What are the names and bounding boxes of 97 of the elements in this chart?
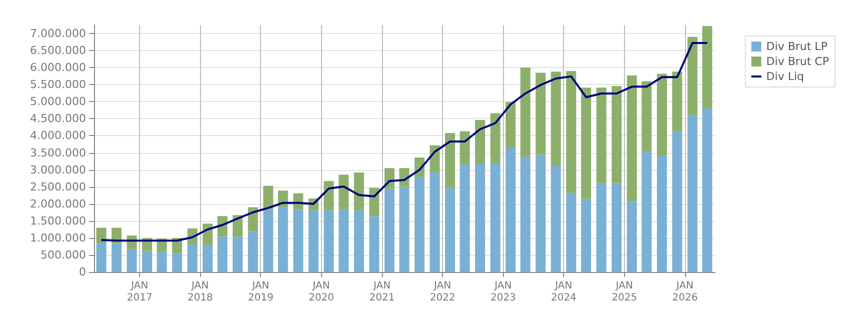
x-tick-label: JAN 2025	[612, 280, 638, 304]
bar	[656, 155, 667, 272]
bar	[263, 186, 274, 210]
legend-label: Div Brut CP	[766, 55, 830, 68]
x-tick-label: JAN 2019	[248, 280, 274, 304]
x-tick-label: JAN 2018	[187, 280, 213, 304]
legend-label: Div Brut LP	[766, 40, 828, 53]
bar	[338, 174, 349, 210]
bar	[263, 210, 274, 272]
bar	[596, 183, 606, 272]
bar	[399, 186, 410, 272]
bar	[475, 162, 486, 272]
bar	[324, 210, 334, 272]
bar	[445, 133, 456, 188]
bar	[672, 72, 682, 132]
line-series	[100, 42, 708, 242]
bar	[384, 188, 394, 272]
x-tick-label: JAN 2024	[550, 280, 576, 304]
y-tick-label: 1.000.000	[30, 231, 86, 244]
bar	[581, 88, 592, 199]
y-tick-label: 3.500.000	[30, 146, 86, 160]
bar	[642, 81, 652, 152]
x-tick-label: JAN 2023	[490, 280, 516, 304]
x-tick-label: JAN 2020	[308, 280, 334, 304]
bar	[248, 207, 258, 232]
bar	[612, 86, 622, 184]
x-tick-label: JAN 2022	[430, 280, 456, 304]
bar	[278, 207, 288, 272]
bar	[596, 88, 606, 184]
y-tick-label: 500.000	[40, 248, 86, 262]
bar	[202, 224, 213, 246]
y-tick-label: 3.000.000	[30, 163, 86, 176]
bar	[308, 210, 318, 272]
y-tick-label: 2.000.000	[30, 197, 86, 210]
bar	[96, 244, 106, 272]
bar	[475, 120, 486, 163]
bar	[550, 166, 561, 272]
bar	[338, 210, 349, 272]
bar	[506, 148, 516, 272]
bar	[672, 131, 682, 272]
bar	[656, 74, 667, 156]
bar	[354, 172, 364, 210]
bar	[126, 249, 137, 272]
bar	[687, 115, 698, 272]
x-tick-label: JAN 2026	[672, 280, 698, 304]
x-tick-label: JAN 2017	[126, 280, 152, 304]
bar	[566, 193, 576, 272]
y-tick-label: 6.000.000	[30, 61, 86, 74]
bar	[172, 252, 182, 272]
bar	[369, 216, 380, 272]
bar	[156, 252, 167, 272]
bar	[96, 228, 106, 244]
bar	[702, 26, 712, 108]
bar	[187, 244, 198, 272]
bar	[490, 162, 500, 272]
bar	[430, 172, 440, 272]
y-tick-label: 0	[79, 266, 86, 278]
bar	[142, 250, 152, 272]
bar	[324, 181, 334, 210]
bar	[460, 131, 470, 164]
bar	[506, 102, 516, 148]
bar	[520, 68, 530, 157]
bar	[248, 231, 258, 272]
bar	[232, 236, 243, 272]
bar	[536, 72, 546, 155]
bar	[202, 246, 213, 272]
bar	[414, 177, 425, 272]
x-tick-label: JAN 2021	[369, 280, 395, 304]
bar	[293, 210, 304, 272]
bar	[232, 215, 243, 237]
y-tick-label: 6.500.000	[30, 44, 86, 58]
bar	[581, 198, 592, 272]
legend-label: Div Liq	[766, 70, 804, 83]
bar	[490, 113, 500, 163]
bar	[520, 156, 530, 272]
y-tick-label: 1.500.000	[30, 214, 86, 228]
bar	[536, 154, 546, 272]
bar	[369, 188, 380, 216]
bar	[642, 151, 652, 272]
y-tick-label: 5.000.000	[30, 95, 86, 108]
bar	[550, 72, 561, 166]
bar	[354, 210, 364, 272]
y-tick-label: 4.000.000	[30, 129, 86, 142]
y-tick-label: 7.000.000	[30, 27, 86, 40]
bar	[112, 244, 122, 272]
bar	[626, 201, 637, 272]
bar	[687, 36, 698, 116]
bar	[460, 164, 470, 272]
bar	[612, 183, 622, 272]
y-tick-label: 2.500.000	[30, 180, 86, 194]
bar	[217, 236, 228, 272]
bar	[626, 75, 637, 202]
bar	[566, 70, 576, 194]
bar	[702, 108, 712, 272]
bar	[445, 188, 456, 272]
y-tick-label: 4.500.000	[30, 112, 86, 126]
y-tick-label: 5.500.000	[30, 78, 86, 92]
